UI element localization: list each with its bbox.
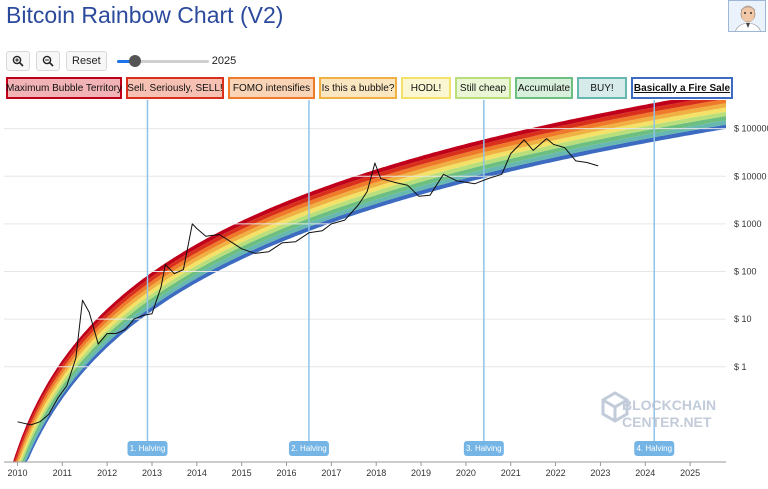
y-tick-label-0: $ 1 bbox=[734, 362, 747, 372]
halving-markers: 1. Halving 2. Halving 3. Halving 4. Halving bbox=[127, 100, 675, 456]
year-slider-thumb[interactable] bbox=[129, 55, 142, 67]
x-tick-label-6: 2016 bbox=[277, 468, 297, 478]
x-tick-label-11: 2021 bbox=[501, 468, 521, 478]
halving-badge-1 bbox=[288, 441, 329, 456]
legend-button-8[interactable]: Basically a Fire Sale bbox=[631, 77, 733, 99]
blockchaincenter-watermark: BLOCKCHAIN CENTER.NET bbox=[601, 391, 716, 430]
watermark-line-1: BLOCKCHAIN bbox=[622, 397, 716, 413]
band-4 bbox=[4, 107, 726, 463]
legend-button-1[interactable]: Sell. Seriously, SELL! bbox=[126, 77, 224, 99]
y-tick-label-3: $ 1000 bbox=[734, 219, 762, 229]
x-tick-label-5: 2015 bbox=[232, 468, 252, 478]
x-tick-label-12: 2022 bbox=[546, 468, 566, 478]
legend-button-2[interactable]: FOMO intensifies bbox=[228, 77, 315, 99]
y-tick-label-2: $ 100 bbox=[734, 267, 757, 277]
band-1 bbox=[4, 120, 726, 463]
price-series bbox=[17, 138, 599, 426]
avatar[interactable] bbox=[728, 0, 766, 32]
band-5 bbox=[4, 103, 726, 462]
watermark-line-2: CENTER.NET bbox=[622, 414, 712, 430]
x-axis: 2010 2011 2012 2013 2014 2015 2016 2017 2018 2019… bbox=[7, 462, 700, 478]
legend-button-0[interactable]: Maximum Bubble Territory bbox=[6, 77, 122, 99]
rainbow-bands bbox=[4, 100, 726, 463]
y-axis: $ 1 $ 10 $ 100 $ 1000 $ 10000 $ 100000 bbox=[734, 124, 768, 372]
x-tick-label-0: 2010 bbox=[7, 468, 27, 478]
legend-button-3[interactable]: Is this a bubble? bbox=[319, 77, 397, 99]
page-title: Bitcoin Rainbow Chart (V2) bbox=[6, 2, 284, 28]
y-tick-label-4: $ 10000 bbox=[734, 171, 767, 181]
band-2 bbox=[4, 116, 726, 462]
x-tick-label-3: 2013 bbox=[142, 468, 162, 478]
year-slider-value: 2025 bbox=[211, 55, 237, 67]
band-legend: Maximum Bubble Territory Sell. Seriously,… bbox=[6, 77, 746, 99]
x-tick-label-8: 2018 bbox=[366, 468, 386, 478]
legend-button-5[interactable]: Still cheap bbox=[455, 77, 511, 99]
band-3 bbox=[4, 111, 726, 462]
year-slider-track bbox=[116, 60, 209, 63]
cube-logo-icon bbox=[601, 391, 629, 423]
halving-label-1: 2. Halving bbox=[291, 444, 327, 453]
x-tick-label-7: 2017 bbox=[321, 468, 341, 478]
x-tick-label-10: 2020 bbox=[456, 468, 476, 478]
x-tick-label-4: 2014 bbox=[187, 468, 207, 478]
zoom-out-icon bbox=[42, 55, 54, 67]
halving-label-2: 3. Halving bbox=[466, 444, 502, 453]
grid-lines bbox=[4, 128, 726, 463]
halving-label-3: 4. Halving bbox=[636, 444, 672, 453]
halving-label-0: 1. Halving bbox=[130, 444, 166, 453]
halving-badge-3 bbox=[634, 441, 675, 456]
zoom-in-button[interactable] bbox=[6, 51, 30, 71]
x-tick-label-9: 2019 bbox=[411, 468, 431, 478]
band-6 bbox=[4, 100, 726, 462]
zoom-in-icon bbox=[12, 55, 24, 67]
rainbow-chart: 1. Halving 2. Halving 3. Halving 4. Halving… bbox=[4, 100, 768, 478]
x-tick-label-13: 2023 bbox=[590, 468, 610, 478]
zoom-out-button[interactable] bbox=[36, 51, 60, 71]
halving-badge-0 bbox=[127, 441, 168, 456]
legend-button-6[interactable]: Accumulate bbox=[515, 77, 573, 99]
x-tick-label-14: 2024 bbox=[635, 468, 655, 478]
x-tick-label-1: 2011 bbox=[53, 468, 72, 478]
x-tick-label-2: 2012 bbox=[97, 468, 117, 478]
reset-button[interactable]: Reset bbox=[66, 51, 107, 71]
y-tick-label-5: $ 100000 bbox=[734, 124, 768, 134]
y-tick-label-1: $ 10 bbox=[734, 314, 752, 324]
x-tick-label-15: 2025 bbox=[680, 468, 700, 478]
legend-button-4[interactable]: HODL! bbox=[401, 77, 451, 99]
chart-toolbar: Reset 2025 bbox=[6, 50, 236, 72]
band-7 bbox=[4, 100, 726, 462]
year-slider[interactable] bbox=[116, 51, 209, 71]
price-line bbox=[17, 138, 599, 426]
band-8 bbox=[4, 100, 726, 462]
legend-button-7[interactable]: BUY! bbox=[577, 77, 627, 99]
halving-badge-2 bbox=[463, 441, 504, 456]
year-slider-fill bbox=[116, 60, 136, 63]
